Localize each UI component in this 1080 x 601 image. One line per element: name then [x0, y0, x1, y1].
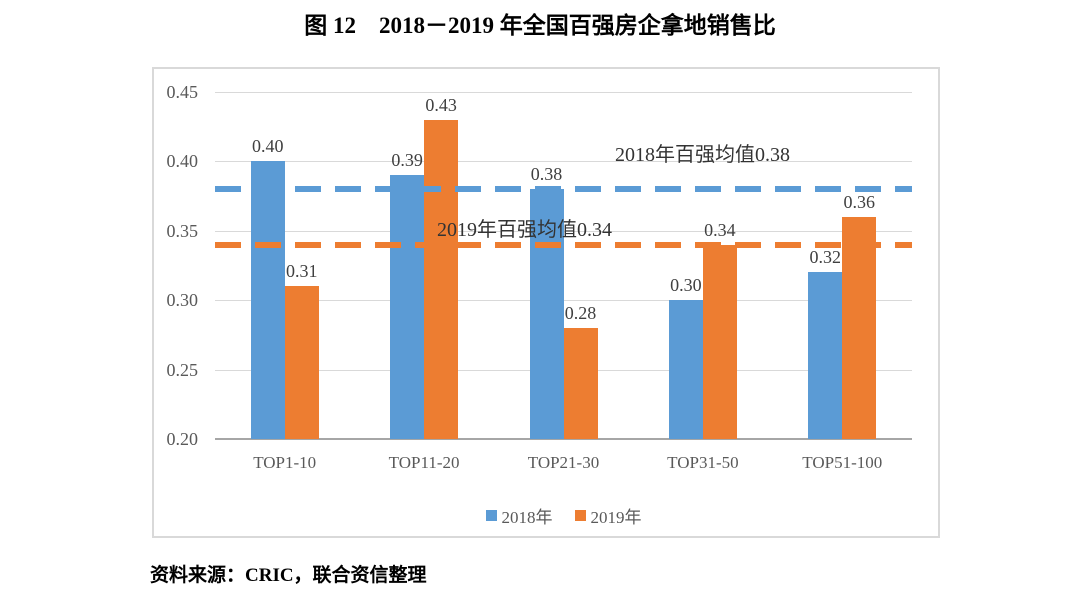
- bar-2019年-TOP21-30: [563, 327, 598, 439]
- plot-area: 2018年百强均值0.38 2019年百强均值0.34 0.40 0.39 0.38…: [215, 92, 912, 440]
- chart-frame: 2018年百强均值0.38 2019年百强均值0.34 0.40 0.39 0.38…: [152, 67, 940, 538]
- bar-value-label: 0.28: [564, 302, 597, 323]
- y-tick-label: 0.35: [166, 220, 199, 241]
- reference-line-2018: [215, 186, 912, 193]
- source-note: 资料来源：CRIC，联合资信整理: [150, 565, 427, 586]
- reference-line-label-2018: 2018年百强均值0.38: [615, 144, 790, 166]
- chart-legend: 2018年 2019年: [215, 503, 912, 528]
- bar-2019年-TOP31-50: [702, 244, 737, 439]
- legend-item-2019年: 2019年: [574, 503, 642, 528]
- legend-label: 2019年: [590, 508, 642, 527]
- legend-label: 2018年: [501, 508, 553, 527]
- gridline-0.40: [215, 161, 912, 163]
- bar-2018年-TOP11-20: [390, 175, 425, 439]
- y-tick-label: 0.25: [166, 359, 199, 380]
- reference-line-label-2019: 2019年百强均值0.34: [437, 219, 612, 241]
- bar-value-label: 0.34: [704, 219, 736, 240]
- reference-line-2019: [215, 241, 912, 248]
- x-category-label-TOP51-100: TOP51-100: [802, 453, 883, 472]
- gridline-0.30: [215, 300, 912, 302]
- x-category-label-TOP1-10: TOP1-10: [253, 453, 317, 472]
- x-axis-line0.20: [215, 438, 912, 440]
- bar-value-label: 0.40: [251, 136, 284, 157]
- y-tick-label: 0.30: [166, 290, 199, 311]
- bar-2019年-TOP51-100: [842, 216, 877, 439]
- gridline-0.35: [215, 230, 912, 232]
- bar-2018年-TOP1-10: [250, 161, 285, 439]
- y-tick-label: 0.20: [166, 429, 199, 449]
- y-tick-label: 0.40: [166, 151, 199, 172]
- bar-value-label: 0.36: [843, 191, 876, 212]
- chart-title: 图 12 2018－2019 年全国百强房企拿地销售比: [304, 13, 776, 38]
- bar-2018年-TOP51-100: [808, 272, 843, 439]
- x-category-label-TOP31-50: TOP31-50: [667, 453, 739, 472]
- bar-value-label: 0.30: [670, 275, 702, 296]
- bar-2018年-TOP31-50: [668, 300, 703, 439]
- gridline-0.45: [215, 92, 912, 93]
- bar-value-label: 0.32: [809, 247, 842, 268]
- bar-value-label: 0.38: [530, 164, 563, 185]
- bar-value-label: 0.39: [391, 150, 423, 171]
- legend-swatch-2019年: [574, 510, 586, 521]
- legend-swatch-2018年: [485, 510, 497, 521]
- bar-value-label: 0.31: [285, 261, 318, 282]
- y-tick-label: 0.45: [166, 82, 199, 102]
- legend-item-2018年: 2018年: [485, 503, 553, 528]
- bar-value-label: 0.43: [425, 94, 457, 115]
- bar-2018年-TOP21-30: [529, 189, 564, 439]
- x-category-label-TOP11-20: TOP11-20: [388, 453, 460, 472]
- bar-2019年-TOP1-10: [284, 286, 319, 439]
- bar-2019年-TOP11-20: [424, 119, 459, 439]
- x-category-label-TOP21-30: TOP21-30: [527, 453, 600, 472]
